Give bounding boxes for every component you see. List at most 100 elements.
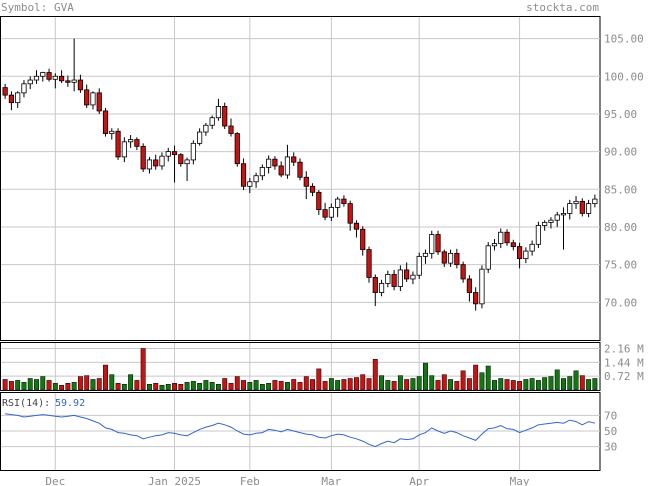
volume-bar: [153, 383, 159, 391]
candle-body: [46, 72, 52, 80]
candle-body: [516, 246, 523, 260]
volume-bar: [454, 381, 460, 391]
candle-body: [77, 79, 84, 91]
candle-body: [535, 225, 541, 245]
candle-body: [485, 245, 491, 270]
candle-body: [234, 133, 240, 165]
volume-bar: [485, 365, 491, 391]
volume-bar: [247, 382, 253, 391]
price-tick-label: 75.00: [604, 259, 637, 272]
candle-body: [228, 125, 234, 134]
candle-body: [178, 154, 184, 165]
volume-bar: [52, 383, 58, 391]
volume-bar: [548, 376, 554, 391]
volume-bar: [253, 380, 259, 391]
candle-body: [121, 141, 127, 158]
candle-body: [397, 269, 403, 287]
candle-body: [385, 274, 391, 284]
volume-bar: [316, 368, 322, 391]
volume-bar: [529, 378, 535, 391]
candle-body: [215, 106, 222, 119]
volume-bar: [460, 370, 466, 391]
rsi-line-group: [5, 413, 596, 448]
rsi-tick-label: 70: [604, 409, 617, 422]
candle-body: [391, 274, 397, 287]
volume-bar: [241, 380, 246, 391]
volume-bar: [341, 379, 347, 391]
volume-bar: [178, 383, 184, 391]
volume-bar: [222, 378, 228, 391]
candle-body: [84, 89, 90, 106]
price-tick-label: 90.00: [604, 146, 637, 159]
candle-body: [460, 264, 466, 280]
volume-bar: [498, 378, 504, 391]
candle-body: [102, 110, 109, 134]
candle-body: [542, 222, 548, 226]
volume-bar: [310, 379, 315, 391]
candle-body: [341, 198, 347, 205]
volume-bar: [504, 379, 510, 391]
candle-body: [466, 278, 472, 293]
candle-body: [59, 75, 65, 82]
axis-labels: 105.00 100.00 95.00 90.00 85.00 80.00 75.00 70.…: [45, 33, 644, 486]
volume-bar: [15, 380, 21, 391]
volume-bar: [441, 374, 447, 391]
candle-body: [259, 167, 265, 177]
price-tick-label: 105.00: [604, 33, 644, 46]
volume-bar: [360, 374, 366, 391]
volume-bar: [234, 376, 240, 391]
candle-body: [40, 72, 46, 77]
price-tick-label: 100.00: [604, 70, 644, 83]
candle-body: [297, 161, 303, 178]
volume-bar: [379, 375, 385, 391]
volume-tick-label: 0.72 M: [604, 370, 644, 383]
volume-bar: [259, 383, 265, 391]
candle-body: [353, 222, 360, 230]
candle-body: [146, 159, 153, 170]
volume-bar: [397, 375, 403, 391]
candle-body: [416, 255, 422, 276]
date-tick-label: Mar: [321, 475, 341, 486]
candle-body: [523, 250, 529, 260]
candle-body: [335, 198, 341, 208]
volume-bar: [410, 378, 416, 391]
candle-body: [27, 79, 33, 85]
symbol-label: Symbol: GVA: [1, 1, 74, 14]
candle-body: [291, 156, 297, 163]
candle-body: [52, 75, 58, 80]
volume-bar: [84, 375, 90, 391]
volume-bar: [272, 380, 278, 391]
volume-bar: [128, 374, 134, 391]
candle-body: [171, 151, 178, 156]
candle-body: [316, 191, 322, 211]
candle-body: [510, 242, 516, 247]
volume-bar: [184, 382, 190, 391]
volume-bar: [103, 364, 108, 391]
candle-body: [573, 200, 579, 205]
price-tick-label: 80.00: [604, 221, 637, 234]
candle-body: [247, 181, 253, 187]
candle-body: [109, 130, 115, 134]
candle-body: [366, 249, 372, 278]
volume-bar: [466, 378, 472, 391]
candle-body: [197, 131, 203, 144]
date-tick-label: May: [510, 475, 530, 486]
candle-body: [96, 92, 102, 112]
volume-bar: [115, 383, 121, 391]
candle-body: [8, 94, 15, 104]
volume-bar: [385, 380, 391, 391]
candle-body: [548, 219, 554, 223]
candle-body: [140, 145, 146, 170]
rsi-tick-label: 50: [604, 425, 617, 438]
candlesticks: [2, 38, 598, 311]
volume-bar: [366, 378, 372, 391]
volume-bar: [523, 379, 529, 391]
candle-body: [567, 203, 573, 214]
candle-body: [410, 274, 416, 280]
volume-bar: [354, 377, 359, 391]
volume-bar: [322, 381, 328, 391]
chart-frame: [0, 16, 601, 471]
volume-bar: [347, 378, 353, 391]
candle-body: [360, 228, 366, 250]
